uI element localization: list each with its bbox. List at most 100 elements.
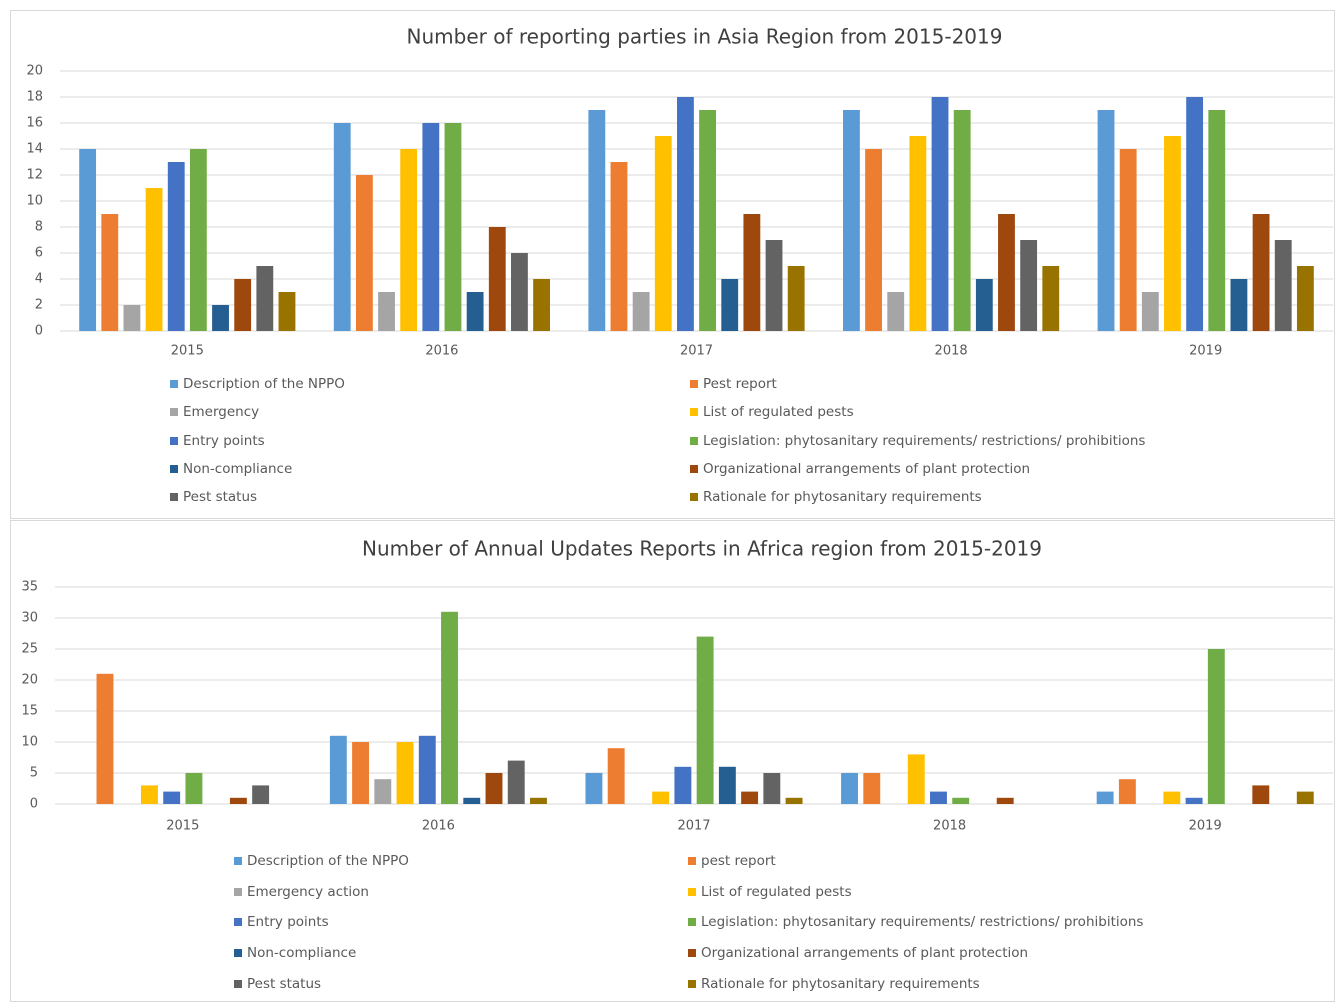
bar	[189, 149, 207, 331]
bar	[1296, 791, 1314, 804]
bar	[1252, 785, 1270, 804]
x-tick-label: 2016	[422, 819, 455, 834]
legend-swatch	[688, 949, 696, 957]
bar	[677, 97, 694, 331]
y-tick-label: 10	[21, 735, 38, 750]
legend-swatch	[234, 857, 242, 865]
bar	[234, 279, 252, 331]
legend-swatch	[688, 857, 696, 865]
legend-swatch	[690, 493, 698, 501]
bar	[422, 123, 440, 331]
bar	[96, 673, 114, 804]
bar	[511, 253, 528, 331]
bar	[785, 797, 803, 804]
bar	[329, 735, 347, 804]
bar	[1185, 797, 1203, 804]
bar	[400, 149, 418, 331]
bar	[488, 227, 506, 331]
bar	[696, 636, 714, 804]
bar	[952, 797, 970, 804]
x-tick-label: 2019	[1189, 819, 1222, 834]
legend-label: Emergency	[183, 404, 259, 420]
legend-swatch	[234, 918, 242, 926]
bar	[674, 766, 692, 804]
bar	[396, 742, 414, 804]
bar	[167, 162, 185, 331]
bar	[998, 214, 1015, 331]
legend-swatch	[170, 380, 178, 388]
bar	[931, 97, 949, 331]
x-tick-label: 2019	[1189, 344, 1222, 359]
bar	[909, 136, 927, 331]
bar	[699, 110, 716, 331]
legend-label: Description of the NPPO	[183, 376, 345, 392]
bar	[1252, 214, 1270, 331]
bar	[1274, 240, 1292, 331]
bar	[485, 773, 503, 804]
legend-label: Description of the NPPO	[247, 853, 409, 869]
x-tick-label: 2015	[171, 344, 204, 359]
bar	[1119, 149, 1137, 331]
bar	[652, 791, 670, 804]
legend-swatch	[170, 465, 178, 473]
bar	[1208, 110, 1226, 331]
bar	[352, 742, 370, 804]
bar	[1296, 266, 1314, 331]
legend-label: Legislation: phytosanitary requirements/…	[703, 433, 1145, 449]
legend-swatch	[688, 980, 696, 988]
legend-label: Rationale for phytosanitary requirements	[703, 489, 982, 505]
legend-swatch	[690, 380, 698, 388]
y-tick-label: 6	[35, 246, 43, 261]
bar	[1141, 292, 1159, 331]
bar	[533, 279, 550, 331]
bar	[278, 292, 296, 331]
bar	[1096, 791, 1114, 804]
bar	[863, 773, 881, 804]
bar	[654, 136, 672, 331]
legend-swatch	[170, 437, 178, 445]
legend-swatch	[688, 888, 696, 896]
legend-label: List of regulated pests	[703, 404, 854, 420]
bar	[585, 773, 603, 804]
y-tick-label: 12	[26, 168, 43, 183]
bar	[1042, 266, 1060, 331]
bar	[787, 266, 805, 331]
y-tick-label: 2	[35, 298, 43, 313]
bar	[1163, 791, 1181, 804]
bar	[1097, 110, 1115, 331]
bar	[887, 292, 905, 331]
bar	[441, 611, 458, 804]
bar	[140, 785, 158, 804]
bar	[466, 292, 484, 331]
legend-label: Pest status	[183, 489, 257, 505]
legend-label: Legislation: phytosanitary requirements/…	[701, 914, 1143, 930]
legend-swatch	[690, 465, 698, 473]
y-tick-label: 35	[21, 580, 38, 595]
bar	[607, 748, 625, 804]
chart-title: Number of Annual Updates Reports in Afri…	[362, 537, 1042, 561]
bar	[841, 773, 858, 804]
bar	[145, 188, 163, 331]
y-tick-label: 15	[21, 704, 38, 719]
bar	[185, 773, 203, 804]
y-tick-label: 20	[26, 64, 43, 79]
bar	[1020, 240, 1038, 331]
bar	[418, 735, 436, 804]
bar	[101, 214, 119, 331]
bar	[741, 791, 759, 804]
legend-swatch	[234, 888, 242, 896]
legend-label: Organizational arrangements of plant pro…	[701, 945, 1028, 961]
bar	[975, 279, 993, 331]
legend-label: Entry points	[247, 914, 329, 930]
y-tick-label: 0	[30, 797, 38, 812]
bar	[355, 175, 373, 331]
bar	[907, 754, 925, 804]
bar	[721, 279, 739, 331]
bar	[763, 773, 781, 804]
bar	[843, 110, 860, 331]
x-tick-label: 2018	[933, 819, 966, 834]
y-tick-label: 14	[26, 142, 43, 157]
bar	[463, 797, 481, 804]
bar	[765, 240, 783, 331]
